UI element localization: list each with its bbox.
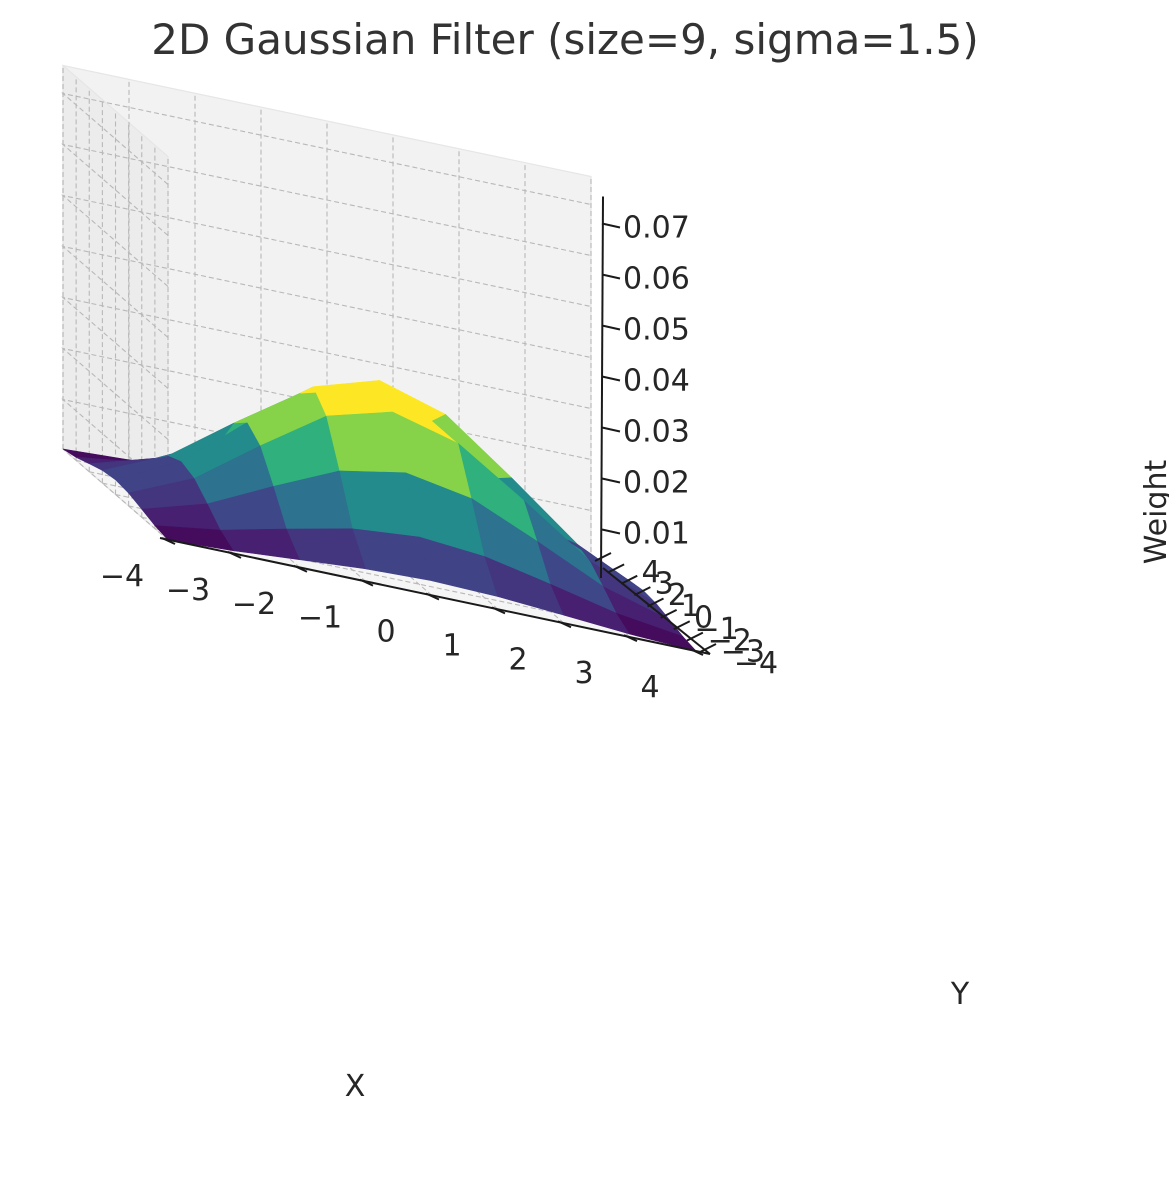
y-tick-mark	[633, 586, 651, 597]
x-tick-label: −2	[232, 587, 276, 622]
y-tick-label: 4	[641, 555, 660, 590]
y-tick-mark	[686, 631, 704, 642]
z-axis-label: Weight	[1139, 460, 1169, 565]
x-tick-mark	[425, 592, 440, 601]
y-tick-label: −3	[721, 635, 765, 670]
x-tick-mark	[161, 537, 176, 545]
x-axis-line	[159, 537, 711, 655]
floor-grid-x	[62, 448, 169, 541]
x-tick-label: 0	[376, 615, 395, 650]
x-tick-label: −1	[298, 601, 342, 636]
axes: −4 −3 −2 −1 0 1 2 3 4−4−3−2−1012340.010.020.030.…	[100, 196, 778, 705]
z-tick-label: 0.06	[623, 262, 690, 297]
x-tick-mark	[557, 620, 572, 629]
x-tick-label: −4	[100, 559, 144, 594]
x-tick-mark	[359, 578, 374, 587]
surface-face-7-0	[616, 612, 697, 652]
y-axis-line	[602, 567, 711, 655]
y-axis-label: Y	[950, 977, 970, 1012]
y-tick-mark	[660, 608, 678, 619]
surface-face-3-2	[326, 411, 407, 474]
x-tick-mark	[623, 634, 638, 643]
z-tick-mark	[601, 222, 621, 229]
x-tick-label: 3	[574, 656, 593, 691]
x-axis-label: X	[345, 1069, 366, 1104]
y-tick-mark	[620, 574, 638, 585]
z-tick-label: 0.05	[623, 313, 690, 348]
z-tick-label: 0.04	[623, 364, 690, 399]
x-tick-mark	[293, 564, 308, 573]
x-tick-mark	[689, 648, 704, 656]
y-tick-label: 3	[655, 566, 674, 601]
wall-grid-z	[61, 245, 592, 359]
z-tick-label: 0.03	[623, 415, 690, 450]
x-tick-label: 2	[508, 642, 527, 677]
y-tick-mark	[699, 643, 717, 653]
z-tick-mark	[601, 324, 621, 331]
z-tick-mark	[601, 375, 621, 382]
z-tick-mark	[601, 273, 621, 280]
z-tick-label: 0.01	[623, 517, 690, 552]
y-tick-mark	[607, 563, 625, 574]
y-tick-mark	[673, 620, 691, 631]
z-tick-label: 0.02	[623, 466, 690, 501]
x-tick-label: 4	[640, 670, 659, 705]
y-tick-label: 2	[668, 578, 687, 613]
wall-grid-z	[61, 92, 592, 206]
y-tick-label: −1	[695, 612, 739, 647]
y-tick-label: 1	[681, 589, 700, 624]
z-axis-line	[600, 196, 604, 579]
wall-grid-z	[61, 296, 592, 410]
wall-grid-z	[61, 143, 592, 257]
x-tick-label: 1	[442, 628, 461, 663]
z-tick-mark	[601, 528, 621, 535]
y-tick-label: 0	[694, 601, 713, 636]
x-tick-mark	[491, 606, 506, 615]
wall-grid-z	[61, 194, 592, 308]
y-tick-label: −4	[734, 646, 778, 681]
z-tick-mark	[601, 426, 621, 433]
y-tick-mark	[594, 552, 612, 562]
z-tick-mark	[601, 477, 621, 484]
y-tick-mark	[647, 597, 664, 608]
y-tick-label: −2	[708, 623, 752, 658]
x-tick-mark	[227, 550, 242, 559]
z-tick-label: 0.07	[623, 211, 690, 246]
chart-title: 2D Gaussian Filter (size=9, sigma=1.5)	[151, 15, 979, 64]
x-tick-label: −3	[166, 573, 210, 608]
